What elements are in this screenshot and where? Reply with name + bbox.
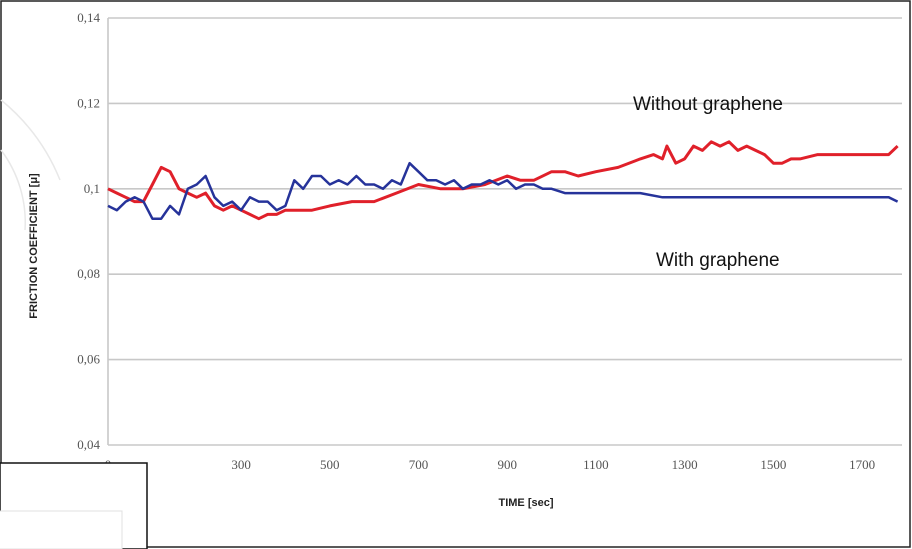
x-tick-label: 1300 xyxy=(672,457,698,472)
x-tick-label: 300 xyxy=(231,457,251,472)
series-line-with-graphene xyxy=(107,161,899,220)
series-lines xyxy=(107,140,899,221)
annotation-without-graphene: Without graphene xyxy=(633,94,783,115)
y-tick-label: 0,1 xyxy=(84,181,100,196)
decorative-arc xyxy=(0,99,61,181)
y-tick-label: 0,04 xyxy=(77,437,100,452)
y-axis-title: FRICTION COEFFICIENT [μ] xyxy=(28,173,40,319)
tick-labels: 0,040,060,080,10,120,1403005007009001100… xyxy=(77,10,875,472)
y-tick-label: 0,06 xyxy=(77,352,100,367)
x-tick-label: 1100 xyxy=(583,457,609,472)
decorative-arc xyxy=(0,149,26,231)
y-tick-label: 0,14 xyxy=(77,10,100,25)
inset-inner-panel xyxy=(0,510,123,549)
x-axis-title: TIME [sec] xyxy=(498,497,553,509)
x-tick-label: 500 xyxy=(320,457,340,472)
grid-lines xyxy=(107,17,902,446)
y-tick-label: 0,12 xyxy=(77,95,100,110)
x-tick-label: 700 xyxy=(409,457,429,472)
x-tick-label: 1500 xyxy=(760,457,786,472)
series-line-without-graphene xyxy=(107,140,899,221)
x-tick-label: 1700 xyxy=(849,457,875,472)
y-tick-label: 0,08 xyxy=(77,266,100,281)
x-tick-label: 900 xyxy=(497,457,517,472)
annotation-with-graphene: With graphene xyxy=(656,250,780,271)
